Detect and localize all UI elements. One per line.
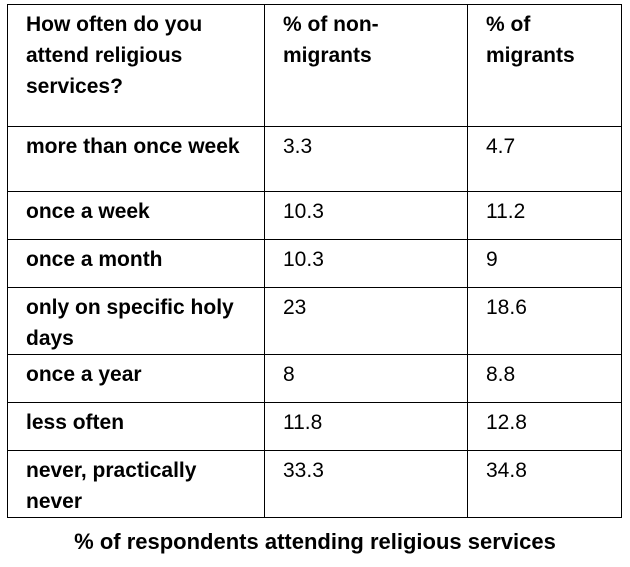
header-question: How often do you attend religious servic… — [7, 4, 265, 127]
row-label: more than once week — [7, 126, 265, 192]
header-migrants: % of migrants — [467, 4, 622, 127]
table-row: less often 11.8 12.8 — [7, 402, 622, 451]
row-label: once a month — [7, 239, 265, 288]
migrants-value: 18.6 — [467, 287, 622, 355]
migrants-value: 8.8 — [467, 354, 622, 403]
table-row: only on specific holy days 23 18.6 — [7, 287, 622, 355]
non-migrants-value: 8 — [264, 354, 468, 403]
table-row: once a year 8 8.8 — [7, 354, 622, 403]
table-caption: % of respondents attending religious ser… — [74, 529, 556, 554]
non-migrants-value: 33.3 — [264, 450, 468, 518]
table-row: never, practically never 33.3 34.8 — [7, 450, 622, 518]
non-migrants-value: 23 — [264, 287, 468, 355]
row-label: once a year — [7, 354, 265, 403]
non-migrants-value: 3.3 — [264, 126, 468, 192]
migrants-value: 11.2 — [467, 191, 622, 240]
row-label: never, practically never — [7, 450, 265, 518]
table-row: once a month 10.3 9 — [7, 239, 622, 288]
row-label: less often — [7, 402, 265, 451]
header-non-migrants: % of non-migrants — [264, 4, 468, 127]
migrants-value: 4.7 — [467, 126, 622, 192]
migrants-value: 9 — [467, 239, 622, 288]
header-row: How often do you attend religious servic… — [7, 4, 622, 127]
non-migrants-value: 11.8 — [264, 402, 468, 451]
migrants-value: 12.8 — [467, 402, 622, 451]
row-label: once a week — [7, 191, 265, 240]
table-row: more than once week 3.3 4.7 — [7, 126, 622, 192]
migrants-value: 34.8 — [467, 450, 622, 518]
table-row: once a week 10.3 11.2 — [7, 191, 622, 240]
religious-attendance-table: How often do you attend religious servic… — [7, 4, 622, 518]
row-label: only on specific holy days — [7, 287, 265, 355]
non-migrants-value: 10.3 — [264, 239, 468, 288]
non-migrants-value: 10.3 — [264, 191, 468, 240]
